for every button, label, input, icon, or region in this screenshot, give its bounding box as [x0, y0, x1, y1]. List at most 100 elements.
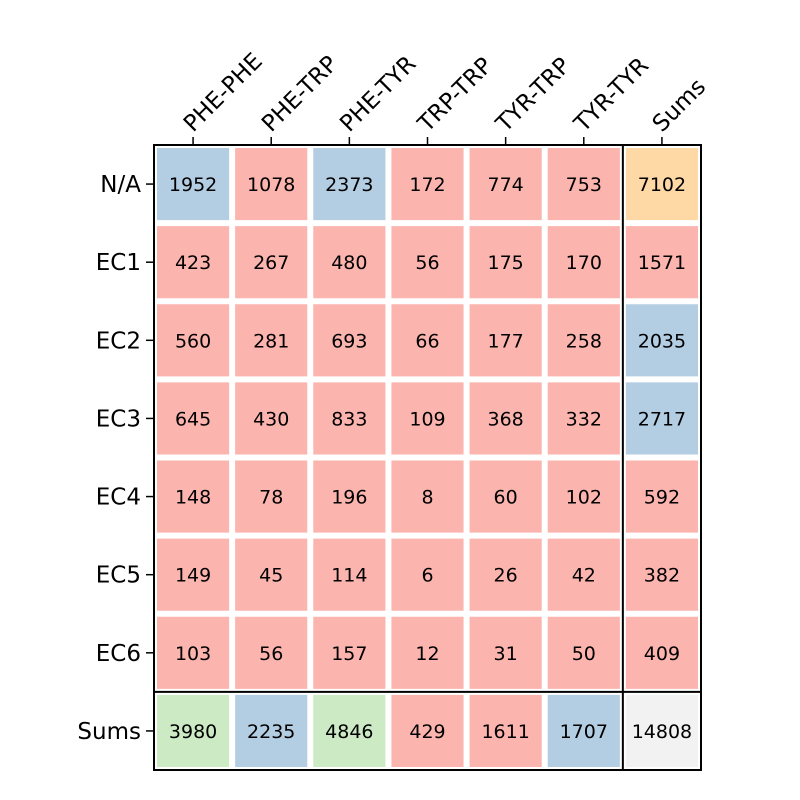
cell-value-label: 258 — [566, 330, 602, 352]
x-tick-label: TYR-TYR — [569, 53, 654, 138]
y-tick-label: EC6 — [96, 641, 141, 667]
cell-value-label: 3980 — [169, 721, 217, 743]
cell-value-label: 6 — [421, 565, 433, 587]
cell-value-label: 42 — [572, 565, 596, 587]
cell-value-label: 429 — [409, 721, 445, 743]
heatmap-cell — [313, 694, 386, 767]
x-tick-label: TYR-TRP — [491, 53, 576, 138]
cell-value-label: 1952 — [169, 174, 217, 196]
heatmap-cell — [547, 382, 620, 455]
heatmap-cell — [547, 460, 620, 533]
x-tick-label: Sums — [648, 74, 711, 137]
cell-value-label: 56 — [415, 252, 439, 274]
heatmap-cell — [313, 616, 386, 689]
heatmap-cell — [625, 382, 698, 455]
heatmap-cell — [625, 538, 698, 611]
cell-value-label: 66 — [415, 330, 439, 352]
cell-value-label: 423 — [175, 252, 211, 274]
heatmap-cell — [157, 226, 230, 299]
cell-value-label: 1078 — [247, 174, 295, 196]
heatmap-cell — [313, 538, 386, 611]
heatmap-cell — [391, 694, 464, 767]
x-tick-label: PHE-TYR — [335, 51, 421, 137]
cell-value-label: 12 — [415, 643, 439, 665]
heatmap-cell — [625, 616, 698, 689]
heatmap-cell — [391, 616, 464, 689]
heatmap-cell — [235, 694, 308, 767]
cell-value-label: 50 — [572, 643, 596, 665]
heatmap-cell — [469, 616, 542, 689]
row-labels: N/A EC1 EC2 EC3 EC4 EC5 EC6 Sums — [77, 172, 154, 745]
cell-value-label: 833 — [331, 408, 367, 430]
x-tick-label: TRP-TRP — [413, 53, 498, 138]
heatmap-cell — [547, 226, 620, 299]
heatmap-cell — [235, 148, 308, 221]
cell-value-label: 109 — [409, 408, 445, 430]
cell-value-label: 430 — [253, 408, 289, 430]
heatmap-cell — [469, 304, 542, 377]
x-tick-label: PHE-TRP — [257, 51, 343, 137]
cell-value-label: 149 — [175, 565, 211, 587]
cell-value-label: 693 — [331, 330, 367, 352]
heatmap-cell — [469, 148, 542, 221]
heatmap-cell — [547, 148, 620, 221]
heatmap-cell — [235, 304, 308, 377]
cell-value-label: 103 — [175, 643, 211, 665]
cell-value-label: 409 — [644, 643, 680, 665]
heatmap-cell — [235, 226, 308, 299]
heatmap-cell — [391, 304, 464, 377]
cell-value-label: 592 — [644, 487, 680, 509]
heatmap-cell — [625, 304, 698, 377]
heatmap-cell — [625, 226, 698, 299]
cell-value-label: 1707 — [560, 721, 608, 743]
y-tick-label: EC2 — [96, 328, 141, 354]
y-tick-label: EC5 — [96, 563, 141, 589]
cell-value-label: 177 — [488, 330, 524, 352]
heatmap-cell — [469, 460, 542, 533]
y-tick-label: EC1 — [96, 250, 141, 276]
heatmap-cell — [391, 148, 464, 221]
cell-value-label: 78 — [259, 487, 283, 509]
heatmap-cell — [391, 460, 464, 533]
heatmap-cell — [391, 226, 464, 299]
cell-value-label: 172 — [409, 174, 445, 196]
heatmap-cell — [313, 304, 386, 377]
cell-value-label: 774 — [488, 174, 524, 196]
heatmap-cell — [235, 616, 308, 689]
heatmap-cell — [157, 148, 230, 221]
cell-value-label: 196 — [331, 487, 367, 509]
cell-value-label: 148 — [175, 487, 211, 509]
cell-value-label: 45 — [259, 565, 283, 587]
cell-value-label: 2717 — [638, 408, 686, 430]
cell-value-label: 60 — [494, 487, 518, 509]
cell-value-label: 645 — [175, 408, 211, 430]
cell-value-label: 2235 — [247, 721, 295, 743]
y-tick-label: EC4 — [96, 485, 141, 511]
cell-value-label: 170 — [566, 252, 602, 274]
heatmap-cell — [547, 616, 620, 689]
y-tick-label: N/A — [100, 172, 141, 198]
cell-value-label: 2035 — [638, 330, 686, 352]
cell-value-label: 157 — [331, 643, 367, 665]
heatmap-cell — [313, 382, 386, 455]
cell-value-label: 1611 — [481, 721, 529, 743]
y-tick-label: Sums — [77, 719, 141, 745]
cell-value-label: 2373 — [325, 174, 373, 196]
cell-value-label: 560 — [175, 330, 211, 352]
heatmap-cell — [313, 148, 386, 221]
cell-value-label: 102 — [566, 487, 602, 509]
cell-value-label: 175 — [488, 252, 524, 274]
heatmap-cell — [157, 460, 230, 533]
heatmap-cell — [235, 460, 308, 533]
heatmap-cell — [157, 382, 230, 455]
heatmap-cell — [157, 538, 230, 611]
heatmap-cell — [469, 694, 542, 767]
heatmap-cell — [157, 694, 230, 767]
cell-value-label: 14808 — [632, 721, 692, 743]
cell-value-label: 7102 — [638, 174, 686, 196]
cell-value-label: 4846 — [325, 721, 373, 743]
heatmap-cell — [547, 538, 620, 611]
heatmap-cell — [469, 226, 542, 299]
heatmap-cell — [313, 226, 386, 299]
